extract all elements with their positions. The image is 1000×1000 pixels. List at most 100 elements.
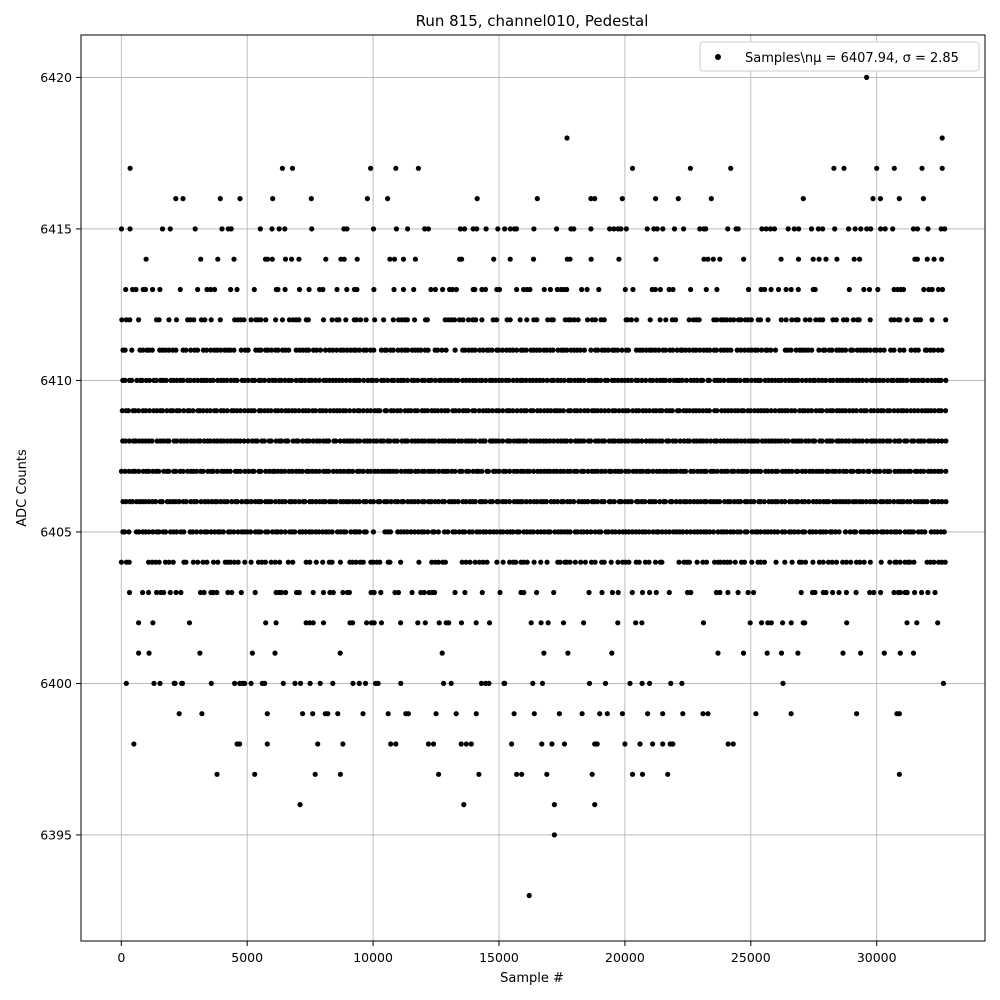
data-point	[634, 317, 640, 323]
data-point	[581, 620, 587, 626]
data-point	[400, 499, 407, 505]
data-point	[598, 529, 604, 535]
data-point	[285, 559, 291, 565]
data-point	[272, 377, 278, 383]
data-point	[688, 589, 694, 596]
data-point	[422, 377, 428, 383]
data-point	[341, 468, 347, 474]
data-point	[775, 499, 781, 505]
data-point	[574, 529, 581, 535]
data-point	[428, 499, 434, 505]
data-point	[136, 650, 142, 656]
data-point	[710, 256, 716, 262]
data-point	[703, 286, 709, 293]
data-point	[925, 377, 931, 383]
data-point	[370, 529, 376, 535]
data-point	[706, 408, 713, 414]
data-point	[463, 499, 469, 505]
data-point	[227, 347, 233, 353]
data-point	[469, 529, 475, 535]
data-point	[514, 408, 520, 414]
data-point	[388, 741, 394, 747]
data-point	[391, 377, 397, 383]
data-point	[846, 226, 852, 232]
data-point	[302, 499, 308, 505]
data-point	[616, 256, 622, 262]
data-point	[360, 559, 366, 565]
data-point	[531, 559, 537, 565]
data-point	[122, 438, 129, 444]
data-point	[741, 559, 748, 565]
data-point	[608, 559, 614, 565]
data-point	[227, 559, 233, 565]
data-point	[544, 347, 550, 353]
data-point	[472, 559, 478, 565]
data-point	[368, 468, 374, 474]
data-point	[764, 650, 770, 656]
data-point	[896, 771, 903, 777]
data-point	[195, 286, 201, 293]
data-point	[326, 438, 332, 444]
data-point	[666, 529, 672, 535]
data-point	[618, 226, 624, 232]
plot-frame	[80, 34, 986, 942]
data-point	[582, 559, 589, 565]
data-point	[363, 529, 369, 535]
data-point	[337, 771, 343, 777]
data-point	[653, 589, 659, 596]
data-point	[343, 529, 349, 535]
data-point	[925, 226, 931, 232]
data-point	[931, 559, 937, 565]
data-point	[647, 680, 653, 687]
data-point	[601, 317, 607, 323]
data-point	[231, 256, 237, 262]
data-point	[816, 256, 822, 262]
data-point	[252, 377, 258, 383]
data-point	[306, 347, 312, 353]
data-point	[673, 317, 679, 323]
data-point	[932, 408, 938, 414]
data-point	[871, 408, 877, 414]
data-point	[589, 771, 595, 777]
data-point	[207, 286, 214, 293]
data-point	[615, 559, 621, 565]
data-point	[897, 347, 903, 353]
data-point	[670, 286, 676, 293]
data-point	[769, 468, 775, 474]
data-point	[422, 438, 428, 444]
data-point	[588, 559, 595, 565]
x-tick-label: 25000	[731, 950, 771, 965]
data-point	[340, 589, 346, 596]
data-point	[642, 499, 648, 505]
data-point	[452, 468, 458, 474]
data-point	[602, 408, 608, 414]
data-point	[272, 559, 278, 565]
data-point	[190, 408, 196, 414]
data-point	[483, 377, 489, 383]
data-point	[188, 347, 194, 353]
data-point	[713, 347, 720, 353]
data-point	[176, 499, 182, 505]
data-point	[550, 347, 556, 353]
data-point	[830, 377, 836, 383]
data-point	[268, 408, 274, 414]
data-point	[795, 529, 802, 535]
data-point	[670, 347, 676, 353]
data-point	[612, 408, 618, 414]
data-point	[335, 711, 341, 717]
data-point	[924, 347, 930, 353]
data-point	[343, 377, 349, 383]
data-point	[798, 559, 805, 565]
data-point	[703, 468, 709, 474]
data-point	[510, 408, 516, 414]
data-point	[220, 529, 226, 535]
data-point	[507, 559, 513, 565]
data-point	[167, 589, 173, 596]
data-point	[707, 529, 713, 535]
data-point	[219, 226, 225, 232]
data-point	[316, 468, 322, 474]
data-point	[684, 529, 690, 535]
data-point	[655, 529, 662, 535]
data-point	[843, 589, 850, 596]
data-point	[730, 741, 736, 747]
